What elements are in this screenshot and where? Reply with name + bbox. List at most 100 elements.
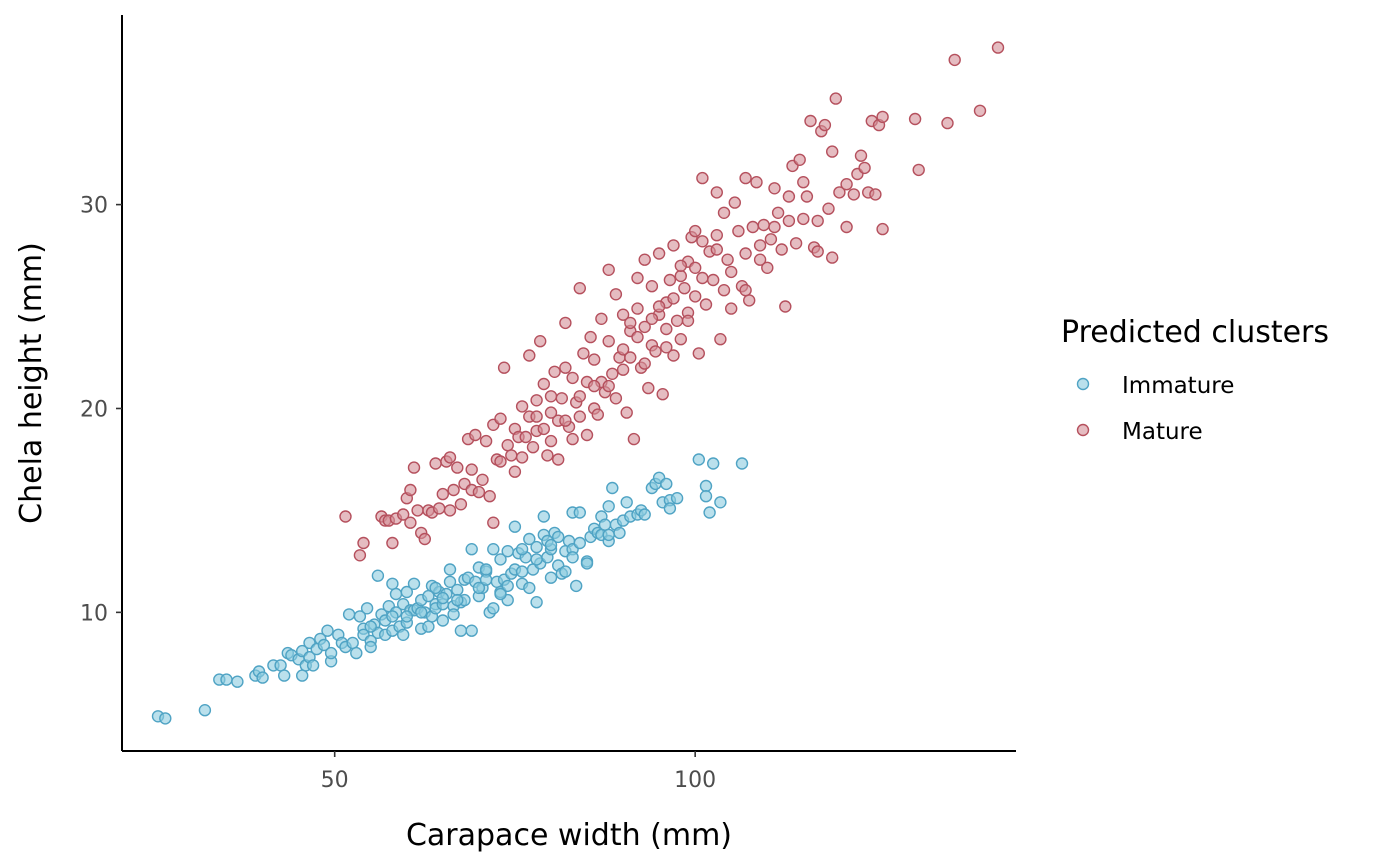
data-point-immature xyxy=(436,591,449,605)
data-point-mature xyxy=(753,253,767,266)
data-point-immature xyxy=(559,565,572,578)
data-point-mature xyxy=(631,271,644,285)
data-point-mature xyxy=(519,430,532,444)
data-point-mature xyxy=(537,422,550,436)
data-point-mature xyxy=(739,171,752,185)
data-point-mature xyxy=(638,320,651,334)
data-point-mature xyxy=(761,261,774,274)
data-point-mature xyxy=(854,149,868,162)
data-point-mature xyxy=(764,233,778,246)
data-point-mature xyxy=(689,261,702,274)
data-point-mature xyxy=(353,549,367,562)
data-point-mature xyxy=(789,237,803,250)
data-point-immature xyxy=(296,669,309,682)
data-point-mature xyxy=(508,465,522,478)
data-point-mature xyxy=(465,463,478,476)
data-point-immature xyxy=(606,481,619,495)
data-point-mature xyxy=(595,312,608,325)
data-point-mature xyxy=(782,190,796,203)
data-point-mature xyxy=(616,363,630,376)
data-point-mature xyxy=(725,302,738,315)
data-point-mature xyxy=(638,253,651,266)
data-point-mature xyxy=(573,390,586,403)
data-point-mature xyxy=(753,239,767,252)
data-point-immature xyxy=(447,608,460,621)
data-point-mature xyxy=(602,379,615,393)
data-point-mature xyxy=(476,473,489,486)
data-point-immature xyxy=(386,577,399,590)
data-point-immature xyxy=(487,543,500,556)
data-point-mature xyxy=(418,532,431,546)
data-point-immature xyxy=(371,569,385,582)
data-point-mature xyxy=(656,388,669,401)
data-point-mature xyxy=(667,292,680,305)
data-point-mature xyxy=(739,284,752,297)
data-point-immature xyxy=(231,675,244,688)
data-point-mature xyxy=(826,251,839,264)
data-point-immature xyxy=(515,543,529,556)
data-point-mature xyxy=(386,536,399,550)
data-point-mature xyxy=(757,218,770,232)
data-point-mature xyxy=(580,428,594,442)
data-point-mature xyxy=(530,394,543,407)
data-point-immature xyxy=(389,587,403,601)
data-point-immature xyxy=(342,608,356,621)
data-point-immature xyxy=(400,585,413,599)
legend-label-mature: Mature xyxy=(1122,419,1203,445)
data-point-mature xyxy=(483,490,496,503)
data-point-mature xyxy=(768,220,781,234)
data-point-mature xyxy=(793,153,806,167)
data-point-mature xyxy=(624,316,637,330)
series-mature xyxy=(339,41,1005,562)
data-point-mature xyxy=(505,449,518,462)
data-point-immature xyxy=(515,565,529,578)
data-point-immature xyxy=(397,628,410,641)
data-point-immature xyxy=(274,659,287,672)
data-point-mature xyxy=(710,243,723,256)
data-point-immature xyxy=(602,500,615,513)
data-point-mature xyxy=(451,461,464,474)
data-point-mature xyxy=(494,455,507,468)
data-point-mature xyxy=(811,245,824,258)
data-point-mature xyxy=(523,349,536,362)
data-point-mature xyxy=(616,308,630,321)
data-point-mature xyxy=(642,381,655,395)
data-point-immature xyxy=(620,496,633,509)
data-point-mature xyxy=(541,449,554,462)
data-point-immature xyxy=(699,490,713,503)
data-point-mature xyxy=(443,504,457,517)
data-point-immature xyxy=(703,506,716,519)
data-point-immature xyxy=(544,571,558,584)
data-point-immature xyxy=(400,610,413,623)
data-point-immature xyxy=(472,581,486,595)
data-point-immature xyxy=(451,593,464,607)
data-point-mature xyxy=(707,273,720,287)
data-point-mature xyxy=(447,483,460,497)
data-point-mature xyxy=(631,330,644,344)
data-point-immature xyxy=(494,587,507,601)
y-tick-label: 30 xyxy=(80,194,108,219)
data-point-mature xyxy=(537,377,550,391)
data-point-immature xyxy=(537,510,550,523)
data-point-immature xyxy=(692,453,705,466)
data-point-mature xyxy=(869,188,882,201)
data-point-mature xyxy=(573,282,586,295)
data-point-mature xyxy=(876,110,889,124)
data-point-mature xyxy=(566,432,579,446)
data-point-immature xyxy=(317,638,331,652)
data-point-mature xyxy=(710,228,723,242)
data-point-mature xyxy=(515,400,529,413)
data-point-mature xyxy=(822,202,835,215)
data-point-mature xyxy=(411,504,424,517)
data-point-mature xyxy=(818,118,832,132)
data-point-mature xyxy=(616,343,630,356)
data-point-immature xyxy=(364,620,377,633)
data-point-immature xyxy=(699,479,713,493)
data-point-immature xyxy=(660,477,673,491)
y-tick-label: 10 xyxy=(80,601,108,626)
data-point-immature xyxy=(465,543,478,556)
data-point-mature xyxy=(534,335,547,348)
data-point-mature xyxy=(454,498,468,511)
data-point-immature xyxy=(159,712,172,725)
data-point-immature xyxy=(350,646,363,660)
